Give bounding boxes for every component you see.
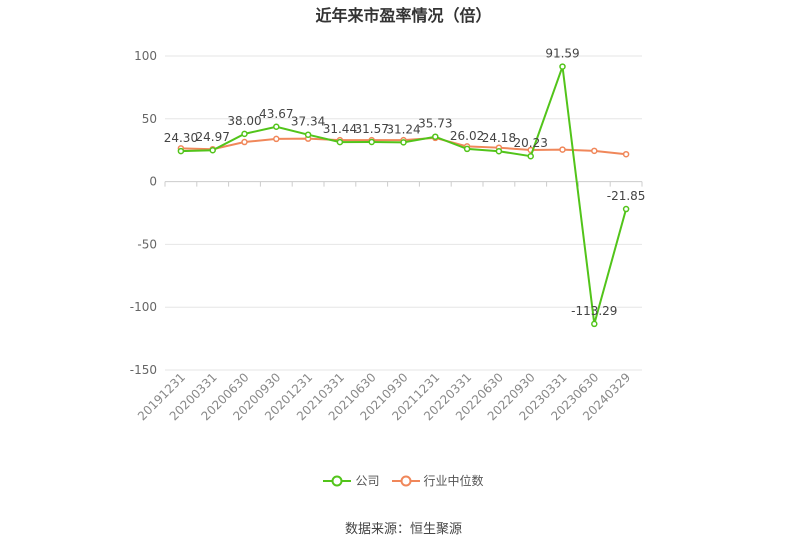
legend-company-marker: [323, 475, 352, 486]
company-point: [527, 152, 534, 160]
company-point: [241, 130, 248, 138]
data-label: 24.30: [164, 131, 198, 145]
industry-point: [591, 147, 598, 155]
source-note: 数据来源：恒生聚源: [344, 522, 462, 537]
industry-point: [241, 138, 248, 146]
data-label: -113.29: [571, 304, 617, 318]
industry-point: [622, 150, 630, 158]
series-lines: [177, 63, 630, 328]
company-point: [591, 320, 598, 328]
company-point: [177, 147, 185, 155]
company-point: [368, 138, 375, 146]
legend-item-industry[interactable]: 行业中位数: [391, 472, 484, 489]
company-point: [463, 145, 471, 153]
x-axis: 2019123120200331202006302020093020201231…: [135, 181, 643, 423]
company-point: [336, 138, 344, 146]
legend-label-company: 公司: [355, 474, 380, 488]
y-tick-label: 50: [142, 112, 157, 126]
company-point: [622, 205, 630, 213]
industry-point: [273, 135, 280, 143]
legend-item-company[interactable]: 公司: [323, 472, 380, 489]
legend-label-industry: 行业中位数: [423, 474, 484, 488]
data-label: 31.57: [355, 122, 389, 136]
data-label: 37.34: [291, 115, 325, 129]
data-label: 31.24: [386, 122, 420, 136]
data-label: 20.23: [514, 136, 548, 150]
company-line: [180, 66, 628, 325]
company-point: [495, 147, 503, 155]
company-point: [209, 146, 216, 154]
y-tick-label: -150: [130, 363, 157, 377]
company-point: [304, 131, 312, 138]
legend: 公司 行业中位数: [0, 472, 807, 489]
company-point: [432, 133, 439, 140]
data-label: 38.00: [227, 114, 261, 128]
data-label: 24.18: [482, 131, 516, 145]
company-point: [400, 139, 407, 146]
data-label: 31.44: [323, 122, 357, 136]
company-point: [273, 123, 280, 131]
data-label: 35.73: [418, 117, 452, 131]
industry-point: [559, 146, 566, 153]
grid-lines: [165, 55, 642, 371]
chart-title: 近年来市盈率情况（倍）: [315, 6, 492, 25]
legend-industry-marker: [391, 475, 420, 486]
company-point: [559, 63, 566, 70]
data-label: 43.67: [259, 107, 293, 121]
y-tick-label: -100: [130, 300, 157, 314]
data-label: 24.97: [196, 130, 230, 144]
y-tick-label: -50: [137, 237, 157, 251]
data-label: 26.02: [450, 129, 484, 143]
y-axis-tick-labels: 100 50 0 -50 -100 -150: [130, 49, 157, 377]
data-label: 91.59: [545, 47, 579, 61]
y-tick-label: 100: [134, 49, 157, 63]
y-tick-label: 0: [149, 175, 157, 189]
data-label: -21.85: [607, 189, 646, 203]
